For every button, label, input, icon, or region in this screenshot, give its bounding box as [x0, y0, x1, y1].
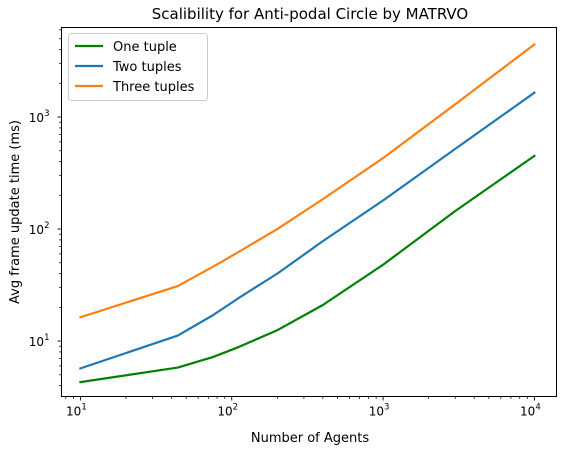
chart-title: Scalibility for Anti-podal Circle by MAT… — [152, 5, 468, 23]
y-axis-ticks: 101 102 103 — [29, 29, 62, 386]
x-axis-label: Number of Agents — [251, 431, 369, 446]
y-tick-label: 102 — [29, 221, 50, 237]
x-axis-ticks: 101 102 103 104 — [65, 396, 541, 419]
series-line-2 — [79, 91, 536, 370]
plot-lines — [79, 42, 536, 384]
series-line-1 — [79, 154, 536, 384]
x-tick-label: 101 — [66, 403, 87, 419]
y-tick-label: 103 — [29, 109, 50, 125]
plot-frame — [61, 27, 557, 397]
legend-label-1: One tuple — [113, 40, 177, 55]
series-line-3 — [79, 42, 536, 319]
legend: One tuple Two tuples Three tuples — [68, 33, 208, 101]
x-tick-label: 102 — [217, 403, 238, 419]
y-tick-label: 101 — [29, 333, 50, 349]
x-tick-label: 103 — [369, 403, 390, 419]
x-tick-label: 104 — [520, 403, 541, 419]
legend-box — [68, 33, 208, 101]
y-axis-label: Avg frame update time (ms) — [8, 120, 23, 304]
legend-label-2: Two tuples — [112, 60, 182, 75]
legend-label-3: Three tuples — [112, 80, 195, 95]
